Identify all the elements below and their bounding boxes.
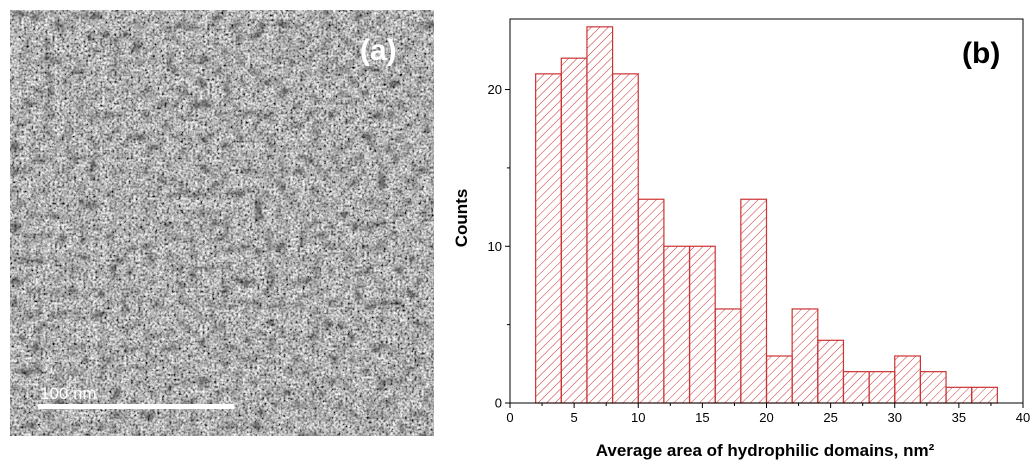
histogram-chart: 0 5 10 15 20 25 30 35 40 0 10 20 Counts Average are… bbox=[452, 18, 1031, 460]
ticks-layer: 0 5 10 15 20 25 30 35 40 0 10 20 bbox=[488, 82, 1031, 425]
x-axis-label: Average area of hydrophilic domains, nm² bbox=[596, 441, 935, 460]
x-tick-label: 30 bbox=[888, 410, 902, 425]
tem-micrograph-image: 100 nm (a) bbox=[10, 10, 434, 436]
histogram-panel: 0 5 10 15 20 25 30 35 40 0 10 20 Counts Average are… bbox=[440, 0, 1033, 462]
x-tick-label: 35 bbox=[952, 410, 966, 425]
histogram-bar bbox=[688, 245, 716, 404]
histogram-bar bbox=[791, 308, 819, 404]
x-tick-label: 5 bbox=[571, 410, 578, 425]
x-tick-label: 20 bbox=[759, 410, 773, 425]
histogram-bar bbox=[535, 73, 562, 404]
x-tick-label: 0 bbox=[506, 410, 513, 425]
histogram-bar bbox=[868, 371, 896, 404]
x-tick-label: 25 bbox=[823, 410, 837, 425]
histogram-bar bbox=[817, 339, 845, 404]
x-tick-label: 10 bbox=[631, 410, 645, 425]
histogram-bar bbox=[842, 371, 870, 404]
histogram-bar bbox=[663, 245, 691, 404]
y-tick-label: 0 bbox=[495, 396, 502, 411]
histogram-bar bbox=[765, 355, 793, 404]
histogram-bar bbox=[560, 57, 588, 404]
histogram-bar bbox=[894, 355, 921, 404]
histogram-bar bbox=[945, 386, 973, 404]
histogram-bar bbox=[714, 308, 742, 404]
y-tick-label: 10 bbox=[488, 239, 502, 254]
histogram-bar bbox=[586, 26, 614, 404]
micrograph-panel: 100 nm (a) bbox=[10, 10, 434, 436]
panel-b-label: (b) bbox=[962, 37, 1000, 70]
panel-a-label: (a) bbox=[360, 34, 397, 67]
histogram-bar bbox=[740, 198, 768, 404]
scale-bar-label: 100 nm bbox=[40, 384, 97, 403]
scale-bar bbox=[38, 404, 234, 409]
histogram-bar bbox=[637, 198, 665, 404]
histogram-bar bbox=[919, 371, 947, 404]
x-tick-label: 15 bbox=[695, 410, 709, 425]
bars-layer bbox=[535, 26, 998, 404]
x-tick-label: 40 bbox=[1016, 410, 1030, 425]
y-tick-label: 20 bbox=[488, 82, 502, 97]
histogram-bar bbox=[971, 386, 998, 404]
histogram-bar bbox=[612, 73, 639, 404]
y-axis-label: Counts bbox=[452, 189, 471, 248]
